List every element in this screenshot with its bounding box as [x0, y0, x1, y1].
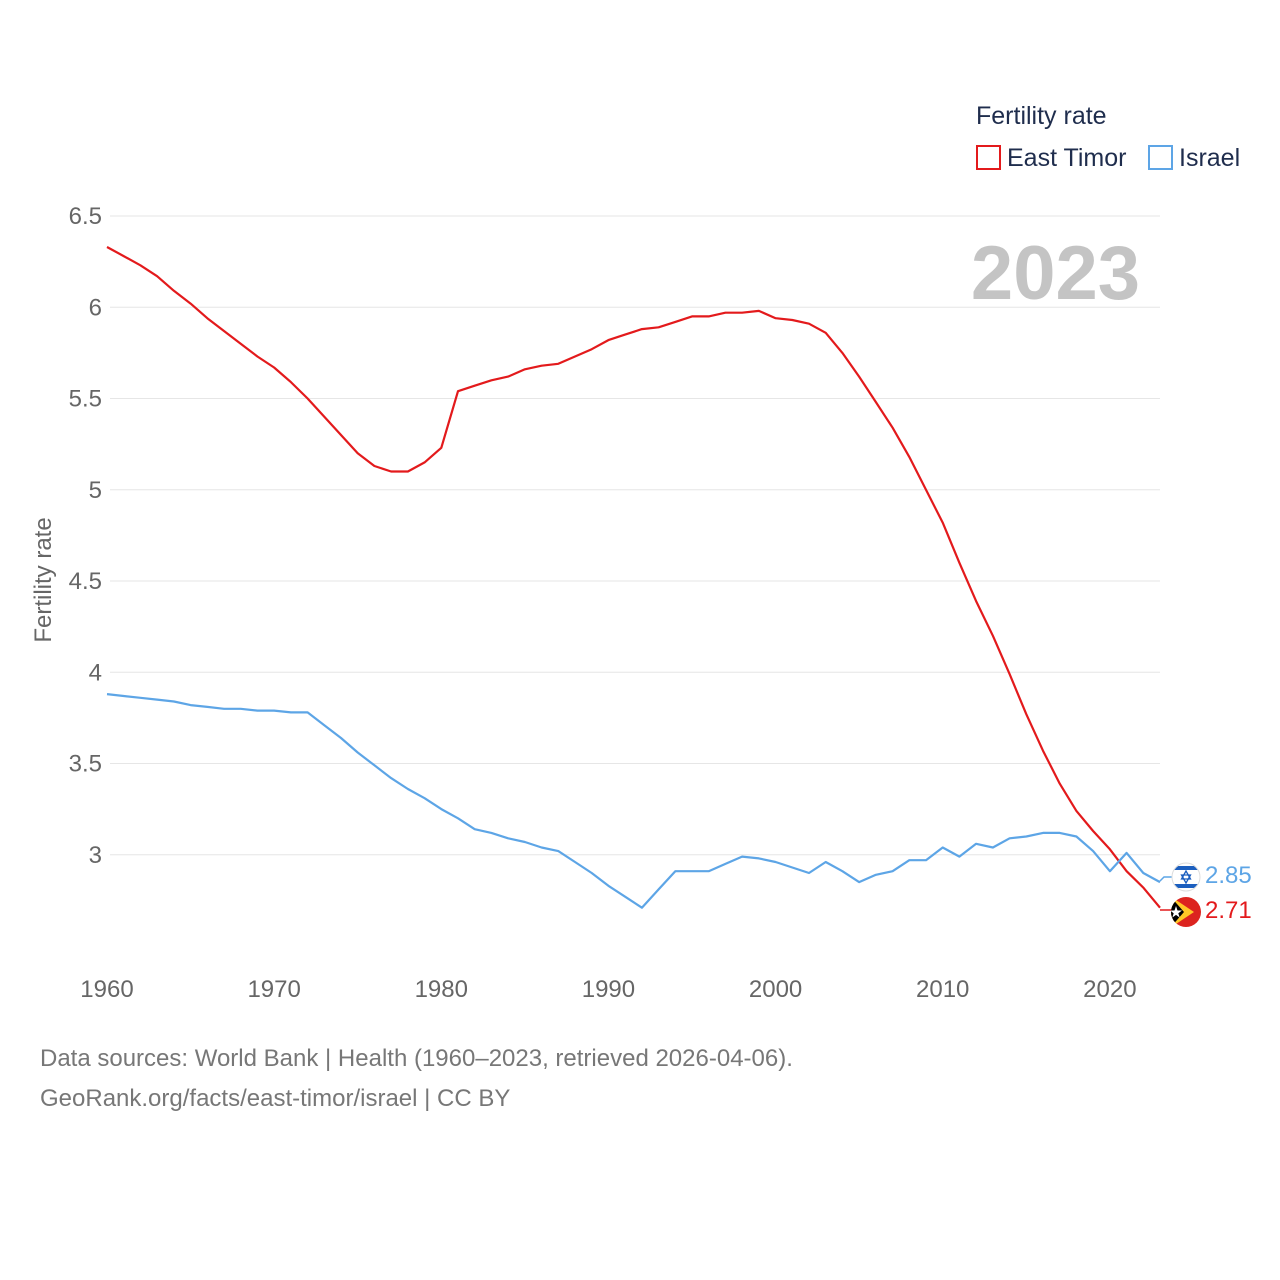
east-timor-flag-icon: [1171, 897, 1201, 927]
x-tick-label: 1960: [80, 976, 133, 1003]
legend-label-east-timor[interactable]: East Timor: [1007, 144, 1126, 172]
legend-swatch-israel[interactable]: [1148, 145, 1173, 170]
end-label-east-timor: 2.71: [1205, 897, 1252, 924]
y-tick-label: 3: [89, 842, 102, 869]
legend: Fertility rate East Timor Israel: [976, 102, 1240, 172]
series-line-israel[interactable]: [106, 693, 1161, 909]
end-label-israel: 2.85: [1205, 862, 1252, 889]
gridlines: [110, 215, 1160, 856]
series-lines: [106, 246, 1161, 909]
y-tick-label: 4: [89, 659, 102, 686]
y-axis-ticks: 3 3.5 4 4.5 5 5.5 6 6.5: [69, 203, 102, 869]
y-axis-title: Fertility rate: [30, 517, 57, 642]
x-tick-label: 1980: [415, 976, 468, 1003]
x-axis-ticks: 1960 1970 1980 1990 2000 2010 2020: [80, 976, 1136, 1003]
year-label: 2023: [971, 231, 1140, 316]
footer-url-line: GeoRank.org/facts/east-timor/israel | CC…: [40, 1085, 511, 1112]
x-tick-label: 1970: [247, 976, 300, 1003]
legend-title: Fertility rate: [976, 102, 1107, 130]
end-markers: 2.85 2.71: [1159, 862, 1252, 927]
series-line-east-timor[interactable]: [106, 246, 1161, 909]
legend-label-israel[interactable]: Israel: [1179, 144, 1240, 172]
x-tick-label: 2010: [916, 976, 969, 1003]
x-tick-label: 2000: [749, 976, 802, 1003]
israel-end-connector: [1159, 876, 1172, 882]
y-tick-label: 6: [89, 294, 102, 321]
y-tick-label: 5.5: [69, 386, 102, 413]
israel-flag-icon: [1171, 862, 1201, 892]
y-tick-label: 6.5: [69, 203, 102, 230]
y-tick-label: 5: [89, 477, 102, 504]
x-tick-label: 2020: [1083, 976, 1136, 1003]
footer-source-line: Data sources: World Bank | Health (1960–…: [40, 1045, 793, 1072]
x-tick-label: 1990: [582, 976, 635, 1003]
y-tick-label: 4.5: [69, 568, 102, 595]
y-tick-label: 3.5: [69, 751, 102, 778]
legend-swatch-east-timor[interactable]: [976, 145, 1001, 170]
